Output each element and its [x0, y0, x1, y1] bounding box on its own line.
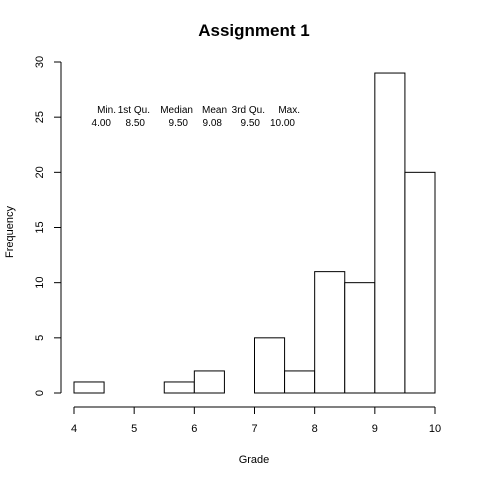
x-tick-label-4: 8 [312, 423, 318, 435]
y-tick-label-4: 20 [34, 166, 46, 178]
histogram-bar-6 [254, 337, 286, 394]
chart-title: Assignment 1 [198, 21, 309, 40]
y-tick-label-3: 15 [34, 221, 46, 233]
histogram-bar-3 [163, 381, 195, 394]
plot-area: 4 5 6 7 8 9 10 0 5 10 15 20 25 30 [34, 56, 441, 435]
x-tick-label-3: 7 [251, 423, 257, 435]
x-tick-label-1: 5 [131, 423, 137, 435]
histogram-bar-10 [374, 72, 406, 394]
y-tick-label-1: 5 [34, 335, 46, 341]
summary-value-2: 9.50 [169, 118, 189, 129]
y-tick-label-2: 10 [34, 277, 46, 289]
summary-header-4: 3rd Qu. [232, 105, 265, 116]
summary-value-0: 4.00 [92, 118, 112, 129]
y-tick-label-5: 25 [34, 111, 46, 123]
summary-header-5: Max. [278, 105, 300, 116]
histogram-bar-9 [344, 282, 376, 394]
histogram-bar-0 [73, 381, 105, 394]
summary-value-4: 9.50 [241, 118, 261, 129]
x-axis-label: Grade [239, 454, 270, 466]
histogram-bar-7 [284, 370, 316, 394]
x-tick-label-2: 6 [191, 423, 197, 435]
y-axis-label: Frequency [4, 206, 16, 258]
histogram-bar-4 [193, 370, 225, 394]
summary-header-2: Median [160, 105, 193, 116]
y-tick-label-6: 30 [34, 56, 46, 68]
summary-value-3: 9.08 [203, 118, 223, 129]
summary-value-1: 8.50 [126, 118, 146, 129]
x-tick-label-6: 10 [429, 423, 441, 435]
summary-header-0: Min. [97, 105, 116, 116]
histogram-bar-8 [314, 271, 346, 394]
summary-header-1: 1st Qu. [118, 105, 150, 116]
y-tick-label-0: 0 [34, 390, 46, 396]
x-tick-label-0: 4 [71, 423, 77, 435]
x-tick-label-5: 9 [372, 423, 378, 435]
summary-header-3: Mean [202, 105, 227, 116]
histogram-bar-11 [404, 171, 436, 394]
summary-value-5: 10.00 [270, 118, 295, 129]
summary-statistics: Min. 1st Qu. Median Mean 3rd Qu. Max. 4.00 8.50… [92, 105, 300, 129]
